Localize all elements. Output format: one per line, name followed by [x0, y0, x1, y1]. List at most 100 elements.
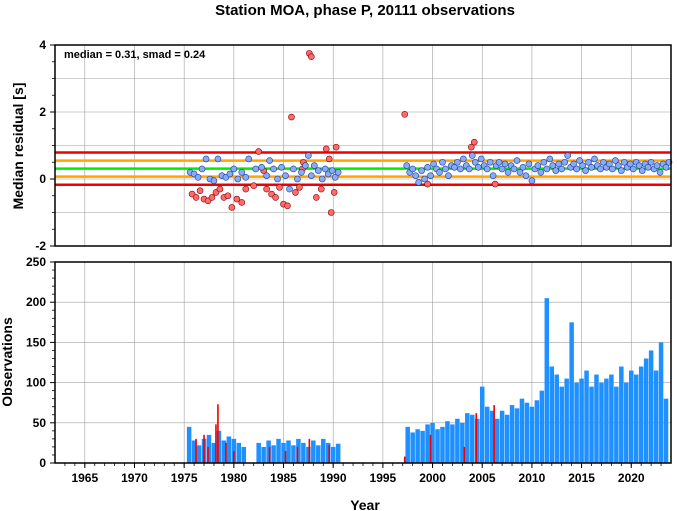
observation-bar: [549, 366, 555, 463]
observation-bar: [614, 386, 619, 463]
residual-point: [415, 179, 422, 186]
residual-point: [198, 165, 206, 173]
outlier-point: [272, 194, 279, 201]
outlier-observation-bar: [296, 446, 299, 463]
outlier-point: [242, 185, 250, 193]
observation-bar: [425, 424, 430, 463]
y-tick-label: 100: [26, 376, 46, 390]
observation-bar: [648, 350, 654, 463]
residual-point: [615, 162, 622, 169]
residual-y-ticks: -2 0 2 4: [35, 38, 55, 253]
observation-bar: [633, 374, 639, 463]
observation-bar: [450, 424, 455, 463]
observation-bar: [266, 440, 271, 463]
outlier-point: [196, 187, 204, 195]
residual-point: [424, 163, 431, 171]
observation-bar: [286, 440, 291, 463]
residual-point: [474, 163, 482, 171]
outlier-point: [224, 192, 232, 200]
observation-bar: [604, 378, 609, 463]
observation-bar: [499, 410, 505, 463]
residual-point: [606, 160, 613, 168]
residual-point: [662, 163, 670, 171]
observation-bar: [569, 322, 574, 463]
residual-point: [585, 158, 592, 166]
residual-point: [558, 165, 566, 173]
observation-bar: [544, 298, 550, 463]
residual-point: [409, 165, 416, 173]
outlier-point: [296, 184, 303, 191]
residual-point: [501, 160, 509, 168]
observation-bar: [619, 366, 624, 463]
outlier-point: [216, 185, 224, 193]
outlier-point: [467, 143, 475, 151]
residual-point: [519, 163, 527, 171]
x-tick-label: 1995: [370, 471, 397, 485]
residual-point: [635, 162, 643, 169]
observation-bar: [206, 434, 212, 463]
observation-bar: [221, 440, 227, 463]
residual-point: [555, 160, 563, 168]
residual-point: [588, 163, 595, 171]
observation-bar: [226, 436, 232, 463]
observation-bar: [256, 442, 261, 463]
outlier-point: [325, 155, 333, 163]
outlier-observation-bar: [233, 450, 235, 463]
residual-point: [525, 160, 533, 168]
observation-bar: [301, 442, 306, 463]
y-tick-label: 150: [26, 335, 46, 349]
observation-bar: [261, 446, 266, 463]
outlier-point: [288, 113, 295, 121]
residual-point: [214, 155, 222, 163]
observation-bar: [564, 378, 569, 463]
observation-bar: [479, 386, 485, 463]
observation-bar: [475, 418, 480, 463]
observation-bar: [216, 430, 222, 463]
residual-point: [328, 167, 336, 174]
observation-bar: [291, 445, 296, 463]
residual-point: [245, 155, 253, 163]
residual-point: [286, 185, 293, 193]
residual-panel: -2 0 2 4 median = 0.31, smad = 0.24 Median …: [10, 38, 673, 253]
stats-annotation: median = 0.31, smad = 0.24: [64, 49, 206, 61]
residual-point: [305, 152, 312, 159]
residual-point: [612, 157, 619, 164]
residual-point: [483, 165, 491, 173]
observation-bar: [306, 446, 311, 463]
observation-bar: [584, 370, 589, 463]
observation-bar: [514, 408, 520, 463]
residual-point: [202, 155, 210, 163]
outlier-point: [250, 182, 258, 189]
outlier-point: [263, 185, 270, 193]
outlier-point: [233, 195, 241, 203]
residual-point: [468, 152, 476, 159]
residual-point: [230, 165, 238, 173]
residual-point: [266, 157, 273, 164]
residual-point: [561, 158, 568, 166]
observation-bar: [509, 405, 515, 463]
residual-point: [504, 169, 512, 176]
observation-bar: [484, 406, 490, 463]
observation-bar: [629, 370, 634, 463]
outlier-point: [284, 202, 291, 210]
observation-bar: [276, 438, 281, 463]
residual-point: [242, 174, 250, 181]
observation-bar: [489, 410, 495, 463]
observation-bar: [624, 382, 629, 463]
residual-point: [537, 169, 545, 176]
outlier-point: [208, 194, 216, 201]
observation-bar: [321, 438, 326, 463]
outlier-point: [313, 194, 320, 201]
observation-bar: [470, 414, 475, 463]
observation-bar: [465, 413, 470, 463]
observation-bar: [415, 429, 420, 463]
x-tick-label: 2005: [469, 471, 496, 485]
x-axis-label: Year: [350, 497, 380, 511]
outlier-point: [292, 189, 299, 196]
outlier-observation-bar: [203, 434, 205, 463]
residual-point: [647, 158, 655, 166]
outlier-observation-bar: [215, 424, 217, 463]
residual-point: [421, 175, 428, 183]
residual-point: [252, 165, 259, 173]
residual-point: [528, 177, 536, 184]
